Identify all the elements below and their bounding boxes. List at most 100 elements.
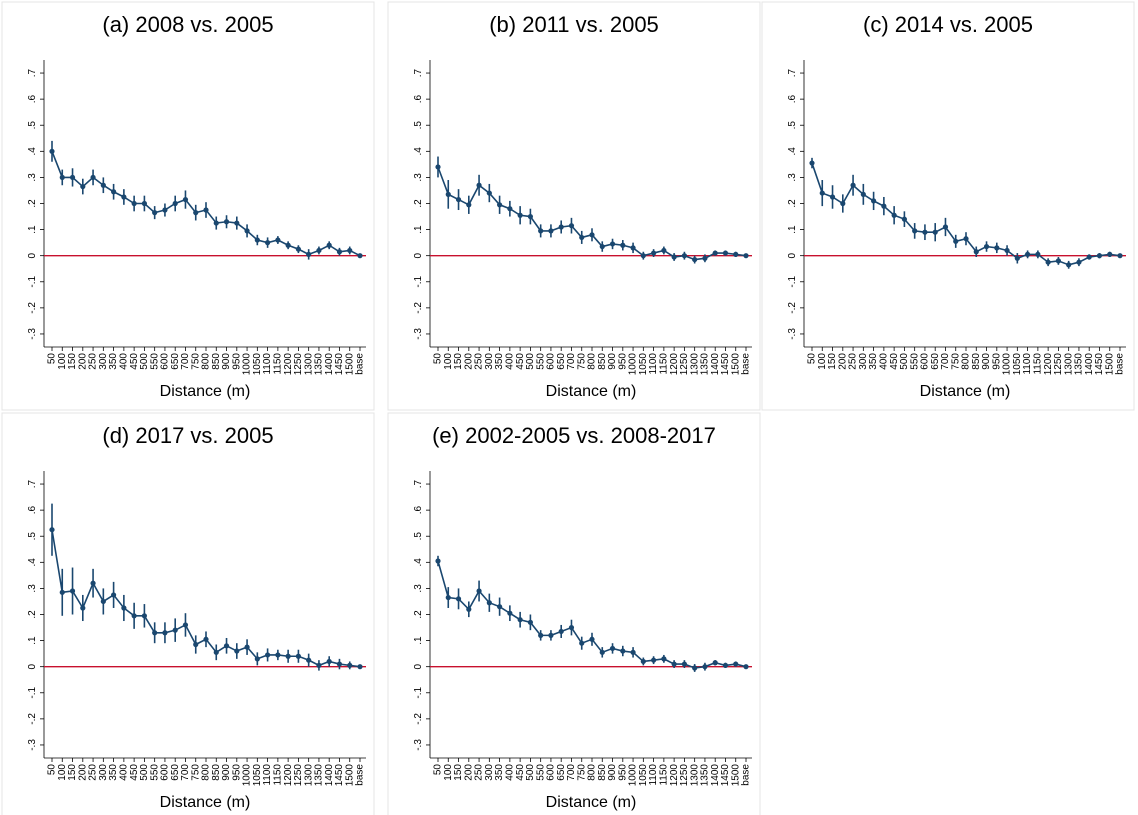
x-tick-label: 900 — [221, 764, 232, 781]
y-tick-label: -.1 — [27, 687, 38, 699]
x-axis-label: Distance (m) — [546, 383, 637, 400]
x-tick-label: 700 — [940, 353, 951, 370]
point — [254, 656, 260, 662]
point — [326, 242, 332, 248]
point — [234, 648, 240, 654]
x-tick-label: 1000 — [628, 353, 639, 376]
x-tick-label: 200 — [463, 353, 474, 370]
panel: (d) 2017 vs. 2005 .7 .6 .5 .4 .3 .2 .1 0 -.1 -.2 -.… — [1, 412, 375, 815]
point — [1025, 251, 1031, 257]
point — [172, 627, 178, 633]
point — [850, 182, 856, 188]
x-tick-label: 150 — [67, 353, 78, 370]
x-tick-label: 1250 — [1053, 353, 1064, 376]
point — [275, 237, 281, 243]
point — [357, 253, 363, 259]
y-tick-label: .6 — [413, 95, 424, 104]
point — [681, 661, 687, 667]
point — [983, 243, 990, 250]
x-tick-label: 900 — [607, 353, 618, 370]
x-tick-label: 700 — [180, 764, 191, 781]
point — [527, 619, 533, 625]
x-tick-label: 800 — [201, 764, 212, 781]
point — [265, 240, 271, 246]
y-tick-label: 0 — [27, 663, 38, 669]
point — [1045, 259, 1051, 265]
panel: (e) 2002-2005 vs. 2008-2017 .7 .6 .5 .4 .3 .2.… — [387, 412, 761, 815]
chart-title: (b) 2011 vs. 2005 — [489, 12, 659, 37]
x-tick-label: 350 — [108, 764, 119, 781]
point — [912, 228, 918, 234]
point — [254, 237, 260, 243]
y-tick-label: 0 — [27, 252, 38, 258]
y-tick-label: .1 — [27, 636, 38, 645]
y-tick-label: .4 — [27, 558, 38, 567]
point — [942, 224, 949, 230]
point — [1035, 251, 1041, 257]
y-tick-label: -.2 — [27, 713, 38, 725]
x-tick-label: 750 — [576, 764, 587, 781]
y-tick-label: .7 — [27, 479, 38, 488]
point — [1055, 258, 1061, 264]
y-tick-label: -.3 — [27, 328, 38, 340]
x-tick-label: 150 — [453, 764, 464, 781]
point — [213, 649, 219, 655]
point — [620, 242, 626, 248]
point — [69, 588, 76, 594]
x-tick-label: 250 — [474, 353, 485, 370]
x-tick-label: 500 — [525, 764, 536, 781]
x-axis-label: Distance (m) — [920, 383, 1011, 400]
x-tick-label: 500 — [525, 353, 536, 370]
point — [466, 606, 472, 612]
x-tick-label: 1350 — [700, 764, 711, 787]
x-tick-label: 550 — [149, 353, 160, 370]
point — [80, 183, 86, 190]
point — [819, 190, 825, 196]
point — [445, 594, 451, 601]
x-tick-label: 1250 — [293, 764, 304, 787]
panel-frame — [387, 412, 761, 815]
x-tick-label: 350 — [494, 353, 505, 370]
x-tick-label: 250 — [88, 353, 99, 370]
x-tick-label: 200 — [463, 764, 474, 781]
x-tick-label: 1000 — [242, 353, 253, 376]
point — [306, 657, 312, 663]
point — [963, 236, 969, 242]
x-tick-label: 950 — [991, 353, 1002, 370]
x-tick-label: 1300 — [689, 764, 700, 787]
y-tick-label: -.2 — [413, 302, 424, 314]
point — [100, 182, 106, 188]
point — [357, 664, 363, 670]
x-tick-label: 200 — [77, 764, 88, 781]
x-tick-label: base — [741, 764, 752, 786]
y-tick-label: .2 — [413, 610, 424, 619]
x-tick-label: 1400 — [1084, 353, 1095, 376]
point — [476, 588, 482, 594]
y-tick-label: -.1 — [413, 276, 424, 288]
point — [692, 256, 698, 263]
x-tick-label: 450 — [889, 353, 900, 370]
x-tick-label: 150 — [67, 764, 78, 781]
x-tick-label: 1350 — [314, 353, 325, 376]
x-tick-label: 450 — [129, 353, 140, 370]
x-axis-label: Distance (m) — [160, 383, 251, 400]
point — [49, 527, 55, 533]
x-tick-label: 50 — [807, 353, 818, 365]
x-tick-label: 800 — [587, 353, 598, 370]
x-tick-label: 1200 — [669, 764, 680, 787]
point — [347, 247, 353, 254]
x-tick-label: 1400 — [324, 764, 335, 787]
point — [466, 202, 472, 208]
y-tick-label: .6 — [27, 506, 38, 515]
y-tick-label: .6 — [27, 95, 38, 104]
y-tick-label: 0 — [787, 252, 798, 258]
x-tick-label: 900 — [981, 353, 992, 370]
chart-title: (c) 2014 vs. 2005 — [863, 12, 1033, 37]
x-tick-label: 650 — [556, 764, 567, 781]
x-tick-label: 1200 — [283, 764, 294, 787]
x-tick-label: 400 — [119, 353, 130, 370]
x-tick-label: 1000 — [242, 764, 253, 787]
point — [234, 220, 240, 226]
point — [152, 630, 158, 636]
y-tick-label: .5 — [413, 121, 424, 130]
